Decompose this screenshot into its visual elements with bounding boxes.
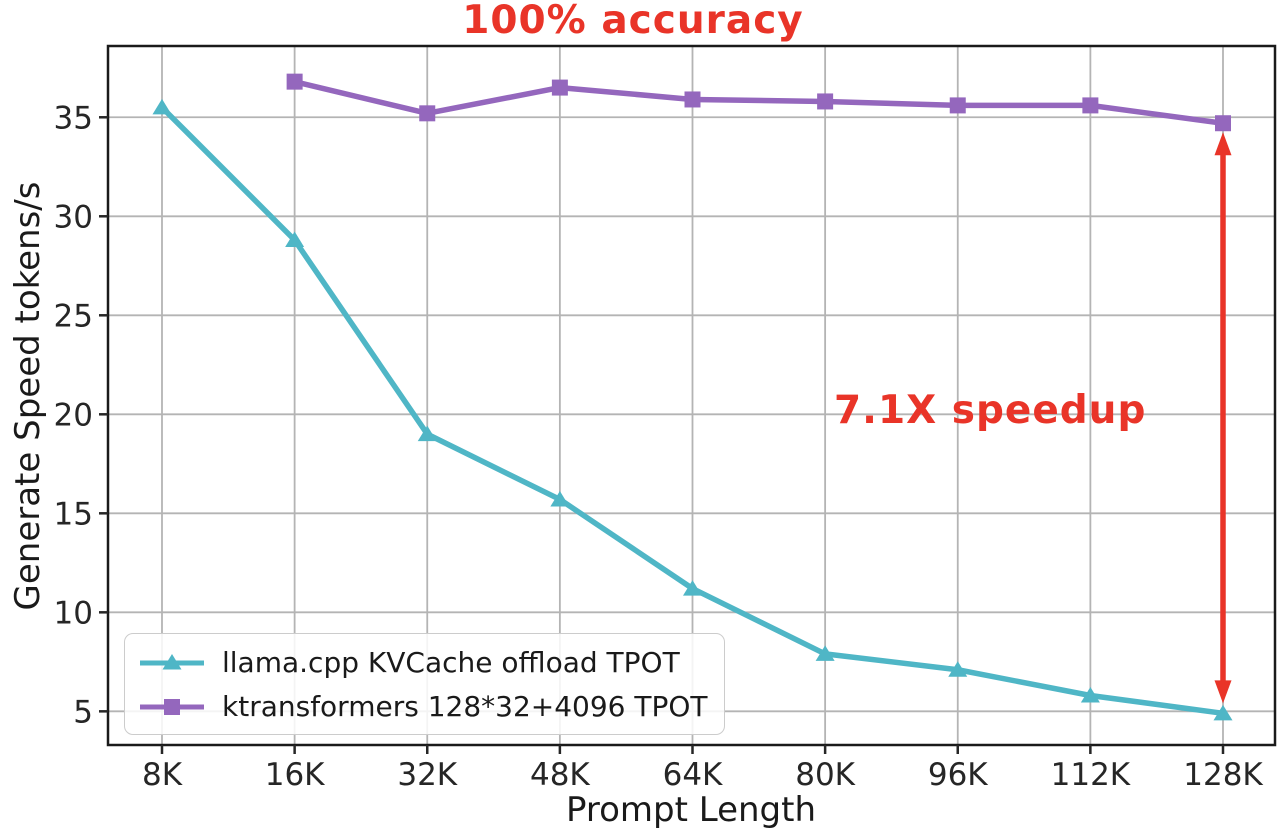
triangle-marker bbox=[1213, 704, 1233, 721]
triangle-marker bbox=[683, 580, 702, 596]
speedup-annotation: 7.1X speedup bbox=[834, 388, 1147, 433]
svg-text:128K: 128K bbox=[1183, 757, 1263, 793]
svg-text:30: 30 bbox=[54, 199, 93, 235]
svg-text:112K: 112K bbox=[1051, 757, 1131, 793]
series-llama-cpp bbox=[152, 98, 1233, 721]
triangle-marker bbox=[417, 425, 437, 442]
svg-text:96K: 96K bbox=[928, 757, 988, 793]
gridlines bbox=[108, 46, 1275, 745]
svg-text:5: 5 bbox=[73, 694, 93, 730]
square-marker bbox=[551, 79, 568, 96]
svg-text:25: 25 bbox=[54, 298, 93, 334]
svg-text:64K: 64K bbox=[663, 757, 723, 793]
svg-text:16K: 16K bbox=[265, 757, 325, 793]
x-axis: 8K 16K 32K 48K 64K 80K 96K 112K 128K bbox=[142, 745, 1263, 793]
square-marker bbox=[419, 105, 436, 122]
svg-text:8K: 8K bbox=[142, 757, 183, 793]
square-marker bbox=[286, 73, 303, 90]
legend-label-llama-cpp: llama.cpp KVCache offload TPOT bbox=[222, 645, 680, 679]
legend-item-llama-cpp: llama.cpp KVCache offload TPOT bbox=[137, 643, 708, 681]
triangle-marker bbox=[550, 490, 570, 507]
square-marker bbox=[949, 97, 966, 114]
svg-text:80K: 80K bbox=[795, 757, 855, 793]
square-marker bbox=[817, 93, 834, 110]
legend-item-ktransformers: ktransformers 128*32+4096 TPOT bbox=[137, 687, 708, 725]
svg-text:32K: 32K bbox=[397, 757, 457, 793]
square-marker bbox=[1215, 115, 1231, 132]
svg-text:15: 15 bbox=[54, 496, 93, 532]
triangle-marker bbox=[948, 661, 968, 677]
triangle-marker bbox=[285, 231, 305, 248]
svg-text:48K: 48K bbox=[530, 757, 590, 793]
accuracy-annotation: 100% accuracy bbox=[462, 0, 804, 43]
svg-text:20: 20 bbox=[54, 397, 93, 433]
square-marker bbox=[684, 91, 701, 108]
speedup-arrow bbox=[1214, 132, 1232, 704]
y-axis: 5 10 15 20 25 30 35 bbox=[54, 100, 108, 730]
y-axis-label: Generate Speed tokens/s bbox=[8, 181, 48, 611]
triangle-marker bbox=[1080, 686, 1100, 703]
triangle-marker-line-icon bbox=[140, 654, 204, 670]
legend: llama.cpp KVCache offload TPOT ktransfor… bbox=[124, 633, 725, 735]
square-marker bbox=[1082, 97, 1099, 114]
square-marker-line-icon bbox=[140, 699, 204, 715]
x-axis-label: Prompt Length bbox=[565, 790, 817, 830]
series-ktransformers bbox=[286, 73, 1231, 132]
svg-text:10: 10 bbox=[54, 595, 93, 631]
triangle-marker bbox=[152, 98, 172, 115]
triangle-marker bbox=[815, 645, 835, 661]
legend-label-ktransformers: ktransformers 128*32+4096 TPOT bbox=[222, 689, 708, 723]
svg-text:35: 35 bbox=[54, 100, 93, 136]
